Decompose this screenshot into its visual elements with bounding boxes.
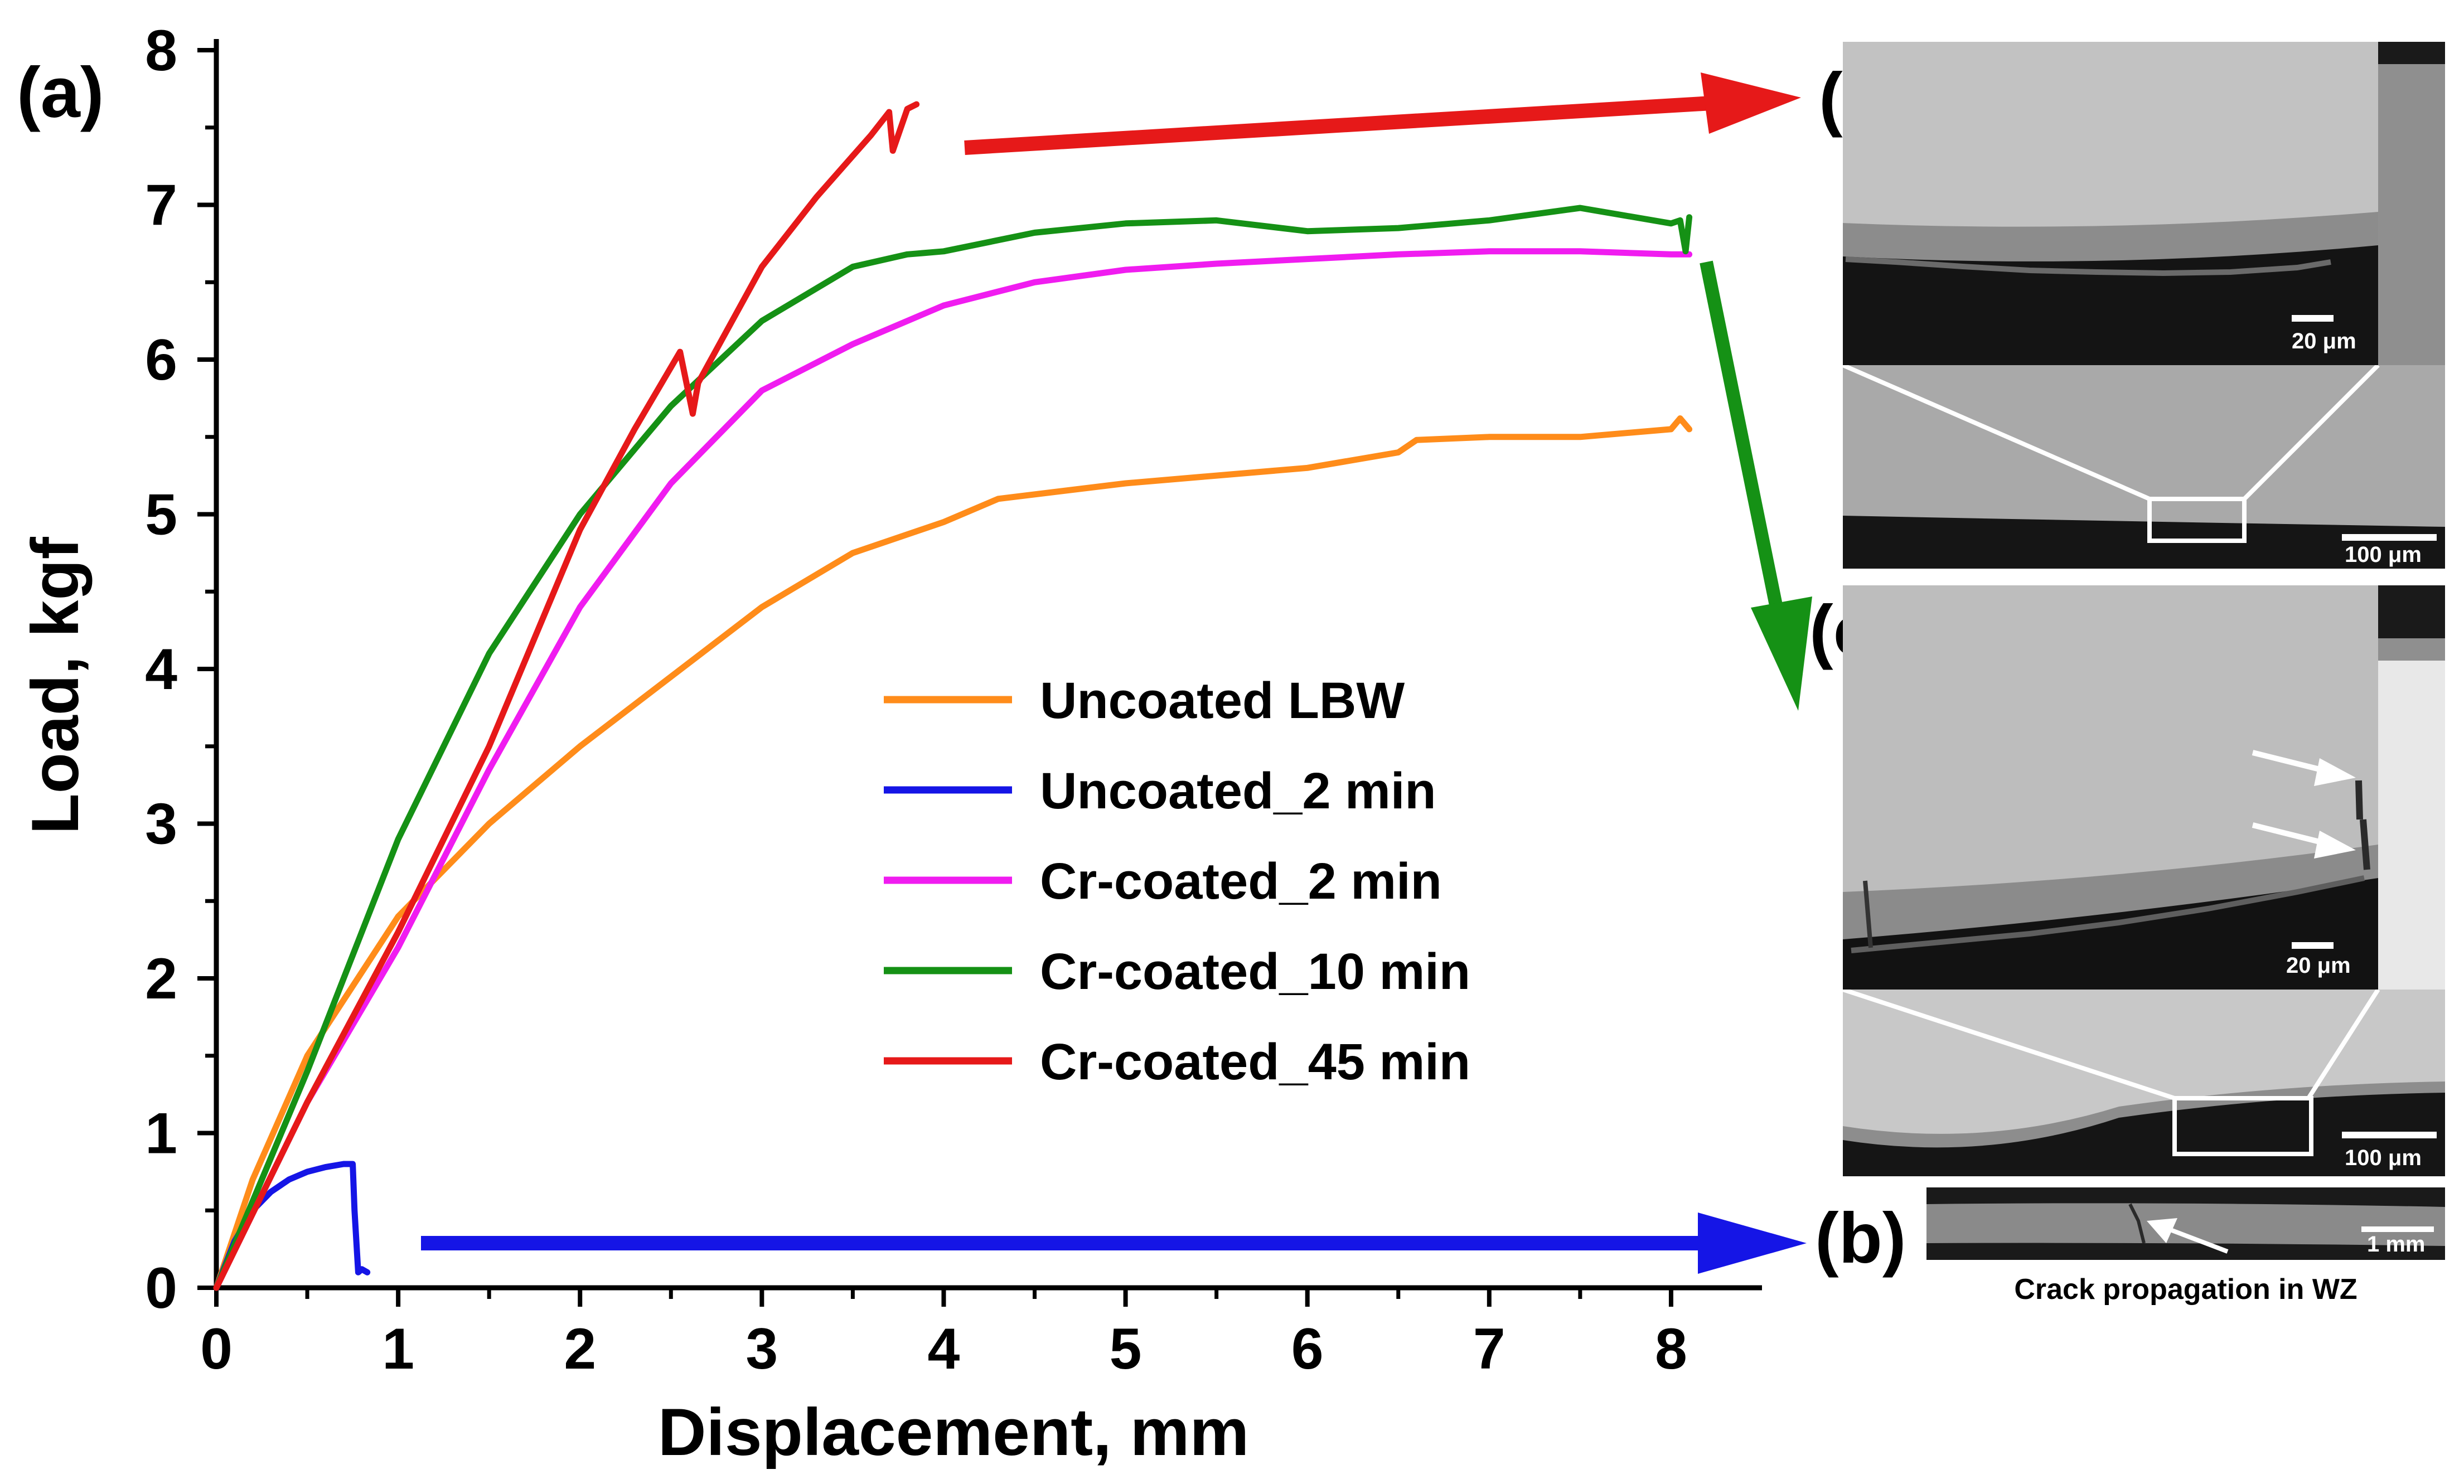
scale-bar-d-top: 20 μm [2292,329,2356,353]
inset-d: (d) 20 μm 100 μm [1819,42,2445,569]
micrograph-d-gap [1843,516,2445,569]
inset-b-caption: Crack propagation in WZ [2014,1273,2357,1306]
y-tick-label: 2 [145,947,177,1011]
arrow-blue [421,1213,1807,1274]
arrow-red [964,72,1801,155]
scale-bar-b: 1 mm [2367,1232,2426,1257]
x-tick-label: 6 [1291,1317,1324,1381]
axes: 0 1 2 3 4 5 6 7 8 0 1 2 3 4 5 6 7 8 [145,18,1762,1381]
crack-arrow-b [2147,1218,2229,1254]
legend-label-cr-coated-2-min: Cr-coated_2 min [1040,853,1442,910]
series-line-cr-coated-45-min [213,101,920,1291]
series-line-cr-coated-2-min [213,248,1693,1291]
x-tick-label: 1 [382,1317,414,1381]
x-tick-label: 7 [1473,1317,1505,1381]
x-tick-label: 2 [564,1317,596,1381]
x-axis-label: Displacement, mm [658,1395,1249,1470]
legend-label-cr-coated-10-min: Cr-coated_10 min [1040,943,1470,1000]
inset-b: (b) 1 mm Crack propagation in WZ [1815,1187,2445,1306]
scale-bar-c-top: 20 μm [2286,953,2351,978]
series-layer [213,101,1693,1291]
x-tick-label: 8 [1655,1317,1687,1381]
legend-label-uncoated-lbw: Uncoated LBW [1040,672,1405,729]
legend-label-uncoated-2-min: Uncoated_2 min [1040,763,1436,819]
x-tick-label: 4 [928,1317,960,1381]
x-tick-label: 3 [746,1317,778,1381]
y-tick-label: 8 [145,18,177,83]
x-tick-label: 5 [1110,1317,1142,1381]
scale-bar-d-bottom: 100 μm [2345,542,2422,567]
crack-arrow-1 [2252,750,2356,786]
arrow-green [1700,260,1812,711]
y-tick-label: 3 [145,792,177,857]
inset-c: (c) 20 μm 100 μm [1809,585,2445,1176]
y-tick-label: 1 [145,1102,177,1166]
series-line-cr-coated-10-min [213,205,1693,1291]
y-axis-label: Load, kgf [18,536,93,834]
panel-label-b: (b) [1815,1199,1906,1278]
x-tick-label: 0 [200,1317,233,1381]
y-tick-label: 5 [145,483,177,547]
scale-bar-c-bottom: 100 μm [2345,1146,2422,1170]
legend: Uncoated LBW Uncoated_2 min Cr-coated_2 mi… [884,672,1470,1090]
crack-arrow-2 [2252,822,2356,859]
y-tick-label: 0 [145,1256,177,1321]
y-tick-label: 4 [145,637,177,702]
y-tick-label: 7 [145,173,177,238]
zoom-box-d [2147,497,2247,543]
y-tick-label: 6 [145,328,177,392]
legend-label-cr-coated-45-min: Cr-coated_45 min [1040,1034,1470,1090]
panel-label-a: (a) [17,53,104,133]
zoom-box-c [2172,1096,2313,1156]
